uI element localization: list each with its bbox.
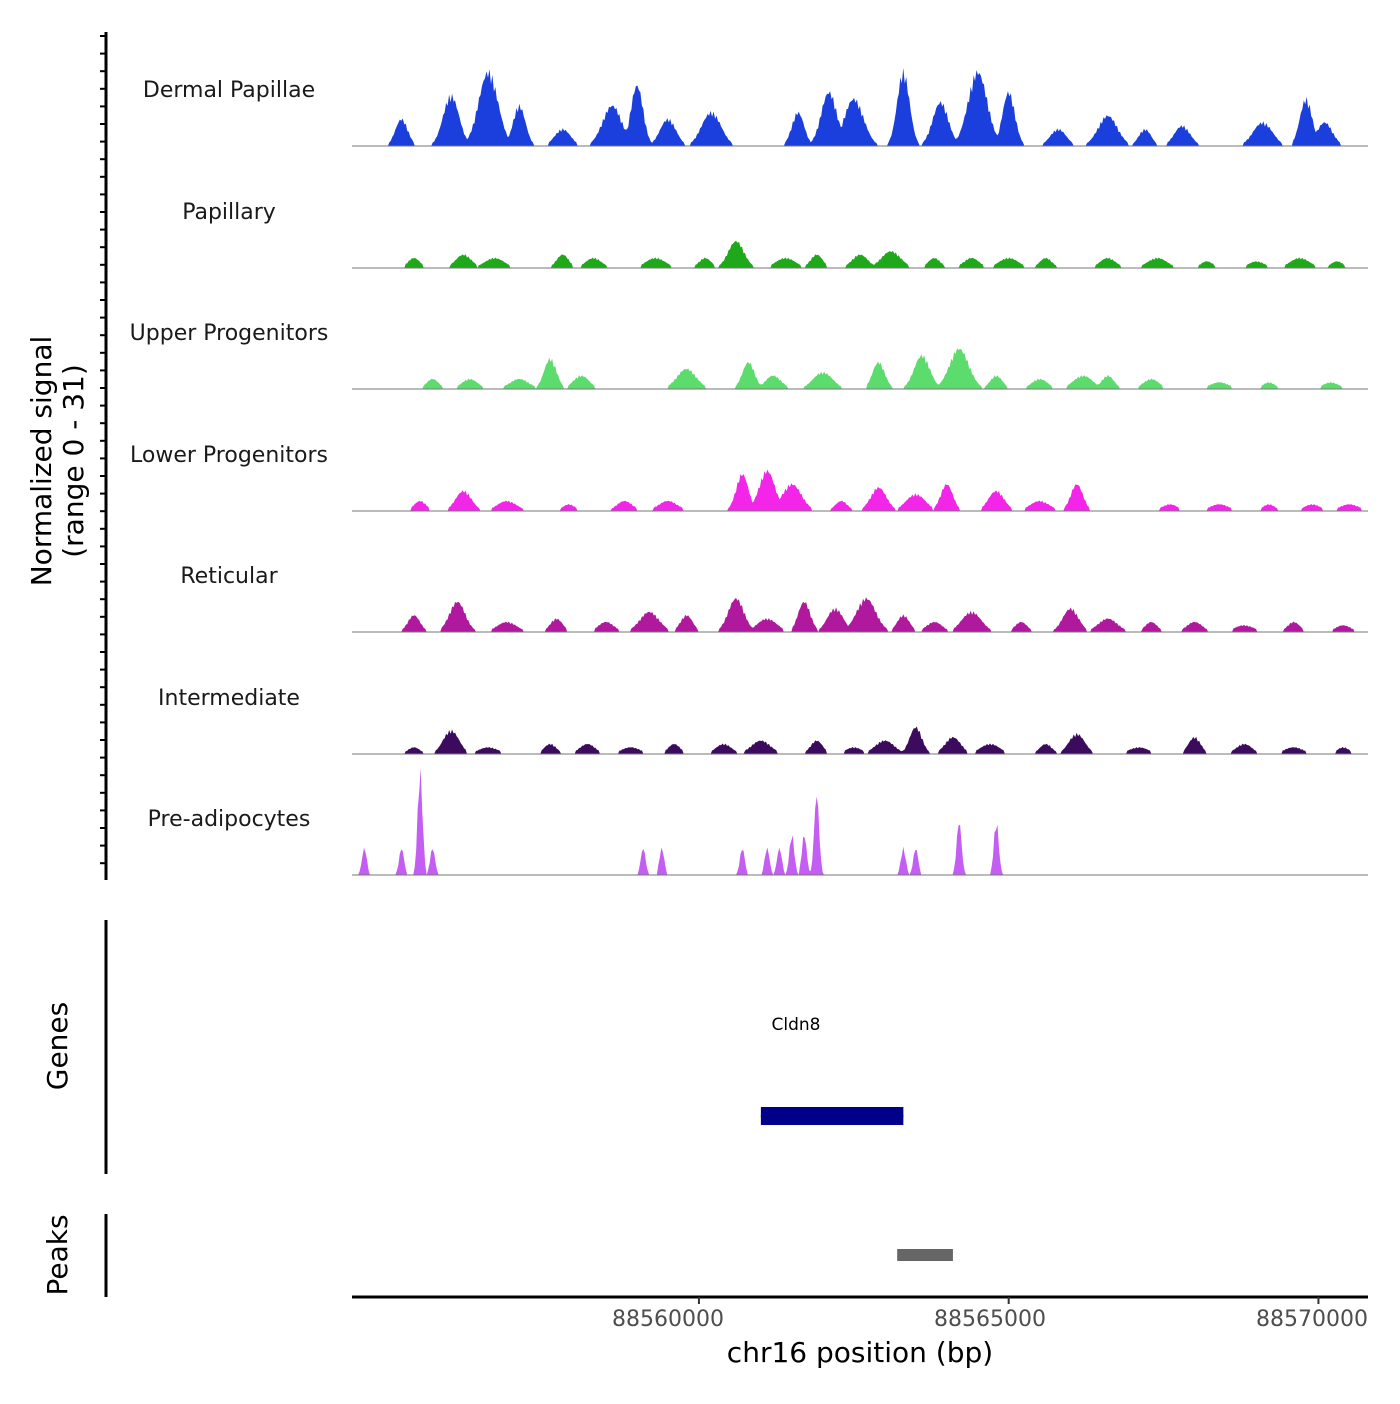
coverage-area-reticular bbox=[352, 597, 1368, 632]
peaks-panel-label: Peaks bbox=[41, 1214, 74, 1296]
peak-region-1 bbox=[897, 1249, 953, 1261]
track-label-lower-progenitors: Lower Progenitors bbox=[130, 443, 328, 468]
x-tick-label-2: 88565000 bbox=[934, 1307, 1046, 1332]
y-axis-label: Normalized signal (range 0 - 31) bbox=[25, 335, 90, 587]
track-label-intermediate: Intermediate bbox=[158, 686, 300, 711]
track-label-upper-progenitors: Upper Progenitors bbox=[129, 321, 329, 346]
track-label-reticular: Reticular bbox=[180, 564, 278, 589]
genes-panel-label: Genes bbox=[41, 1001, 74, 1091]
x-tick-label-3: 88570000 bbox=[1256, 1307, 1368, 1332]
coverage-area-papillary bbox=[352, 240, 1368, 268]
y-axis-label-line2: (range 0 - 31) bbox=[57, 364, 90, 558]
y-axis-label-line1: Normalized signal bbox=[25, 335, 58, 587]
coverage-area-lower-progenitors bbox=[352, 469, 1368, 511]
x-tick-label-1: 88560000 bbox=[612, 1307, 724, 1332]
track-label-pre-adipocytes: Pre-adipocytes bbox=[147, 807, 311, 832]
coverage-area-pre-adipocytes bbox=[352, 768, 1368, 875]
x-axis-label: chr16 position (bp) bbox=[726, 1336, 994, 1369]
track-label-dermal-papillae: Dermal Papillae bbox=[142, 78, 316, 103]
track-label-papillary: Papillary bbox=[182, 200, 276, 225]
gene-label-cldn8: Cldn8 bbox=[771, 1015, 821, 1035]
coverage-area-upper-progenitors bbox=[352, 348, 1368, 389]
coverage-area-intermediate bbox=[352, 726, 1368, 754]
coverage-area-dermal-papillae bbox=[352, 67, 1368, 146]
